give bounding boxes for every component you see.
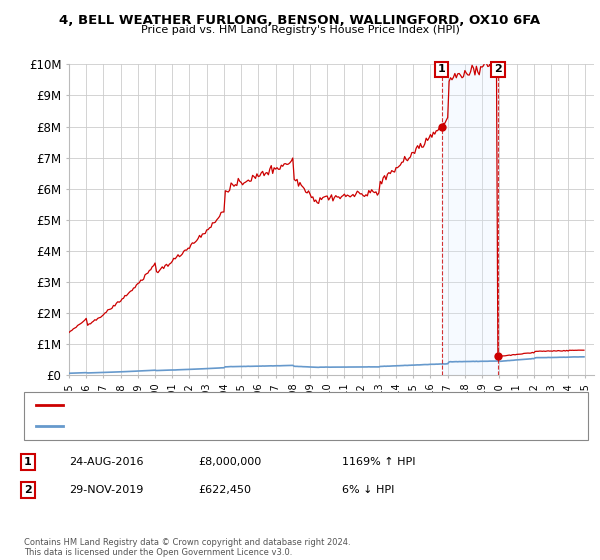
Text: HPI: Average price, detached house, South Oxfordshire: HPI: Average price, detached house, Sout… bbox=[69, 421, 338, 431]
Text: 29-NOV-2019: 29-NOV-2019 bbox=[69, 485, 143, 495]
Text: Price paid vs. HM Land Registry's House Price Index (HPI): Price paid vs. HM Land Registry's House … bbox=[140, 25, 460, 35]
Text: 6% ↓ HPI: 6% ↓ HPI bbox=[342, 485, 394, 495]
Text: 2: 2 bbox=[494, 64, 502, 74]
Text: 1: 1 bbox=[24, 457, 32, 467]
Text: £622,450: £622,450 bbox=[198, 485, 251, 495]
Text: 4, BELL WEATHER FURLONG, BENSON, WALLINGFORD, OX10 6FA (detached house): 4, BELL WEATHER FURLONG, BENSON, WALLING… bbox=[69, 400, 475, 410]
Text: 4, BELL WEATHER FURLONG, BENSON, WALLINGFORD, OX10 6FA: 4, BELL WEATHER FURLONG, BENSON, WALLING… bbox=[59, 14, 541, 27]
Text: 24-AUG-2016: 24-AUG-2016 bbox=[69, 457, 143, 467]
Text: 1: 1 bbox=[438, 64, 446, 74]
Text: £8,000,000: £8,000,000 bbox=[198, 457, 261, 467]
Text: 2: 2 bbox=[24, 485, 32, 495]
Bar bbox=[442, 64, 498, 375]
Text: Contains HM Land Registry data © Crown copyright and database right 2024.
This d: Contains HM Land Registry data © Crown c… bbox=[24, 538, 350, 557]
Text: 1169% ↑ HPI: 1169% ↑ HPI bbox=[342, 457, 415, 467]
